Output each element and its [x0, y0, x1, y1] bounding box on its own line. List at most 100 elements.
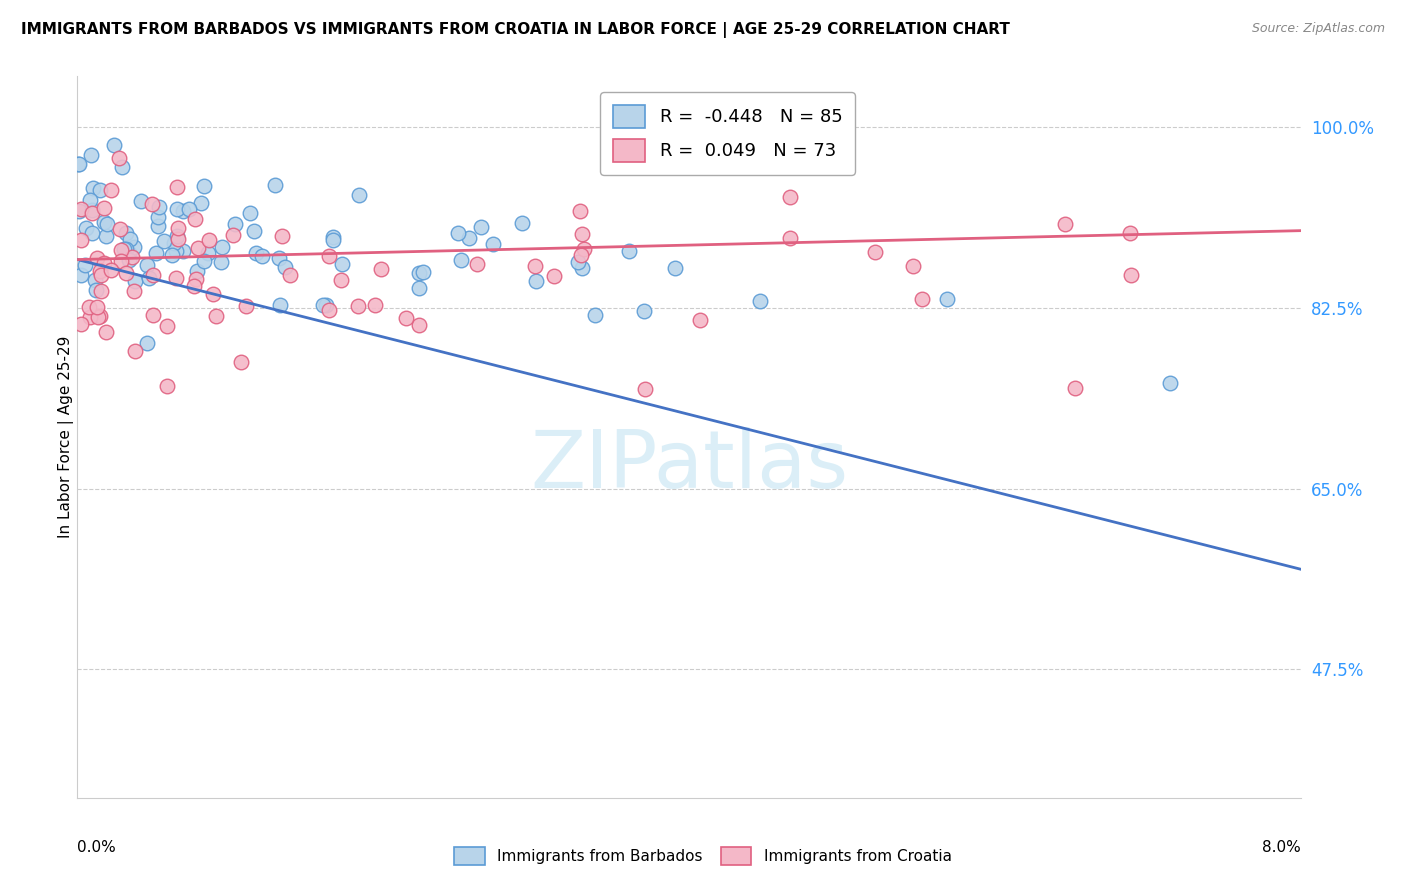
- Point: [96, 325, 118, 339]
- Point: [330, 257, 353, 271]
- Point: [408, 318, 430, 333]
- Point: [408, 281, 430, 295]
- Point: [165, 271, 187, 285]
- Point: [172, 203, 194, 218]
- Text: 0.0%: 0.0%: [77, 839, 117, 855]
- Point: [67, 203, 90, 218]
- Point: [779, 189, 801, 203]
- Point: [83, 273, 105, 287]
- Point: [124, 240, 146, 254]
- Point: [112, 243, 135, 257]
- Point: [75, 221, 97, 235]
- Point: [569, 204, 592, 219]
- Point: [163, 235, 186, 250]
- Point: [89, 182, 111, 196]
- Point: [318, 249, 340, 263]
- Point: [779, 230, 801, 244]
- Point: [633, 304, 655, 318]
- Point: [689, 312, 711, 326]
- Point: [274, 260, 297, 274]
- Point: [96, 217, 118, 231]
- Point: [447, 226, 470, 240]
- Point: [120, 232, 142, 246]
- Point: [166, 232, 188, 246]
- Point: [749, 293, 772, 308]
- Point: [465, 257, 488, 271]
- Point: [322, 230, 344, 244]
- Point: [347, 188, 370, 202]
- Point: [114, 242, 136, 256]
- Point: [315, 298, 337, 312]
- Point: [110, 254, 132, 268]
- Point: [142, 308, 165, 322]
- Point: [1054, 217, 1077, 231]
- Point: [1159, 376, 1181, 390]
- Text: 8.0%: 8.0%: [1261, 839, 1301, 855]
- Point: [135, 258, 157, 272]
- Point: [457, 231, 479, 245]
- Point: [190, 195, 212, 210]
- Point: [79, 194, 101, 208]
- Point: [1121, 268, 1143, 282]
- Point: [148, 210, 170, 224]
- Point: [93, 215, 115, 229]
- Point: [93, 201, 115, 215]
- Point: [142, 268, 165, 282]
- Point: [347, 299, 370, 313]
- Point: [370, 261, 392, 276]
- Point: [910, 292, 932, 306]
- Point: [145, 245, 167, 260]
- Point: [211, 240, 233, 254]
- Point: [364, 298, 387, 312]
- Point: [269, 298, 291, 312]
- Point: [252, 249, 274, 263]
- Point: [86, 251, 108, 265]
- Legend: R =  -0.448   N = 85, R =  0.049   N = 73: R = -0.448 N = 85, R = 0.049 N = 73: [600, 92, 855, 175]
- Point: [70, 268, 93, 283]
- Point: [100, 183, 122, 197]
- Point: [278, 268, 301, 283]
- Point: [183, 212, 205, 227]
- Point: [183, 279, 205, 293]
- Point: [110, 243, 132, 257]
- Point: [222, 228, 245, 243]
- Point: [138, 270, 160, 285]
- Point: [82, 202, 104, 217]
- Point: [470, 219, 492, 234]
- Point: [201, 286, 224, 301]
- Point: [80, 148, 103, 162]
- Point: [634, 382, 657, 396]
- Point: [523, 259, 546, 273]
- Point: [408, 266, 430, 280]
- Point: [271, 229, 294, 244]
- Point: [664, 260, 686, 275]
- Point: [115, 267, 138, 281]
- Point: [118, 246, 141, 260]
- Point: [84, 283, 107, 297]
- Point: [66, 157, 89, 171]
- Point: [412, 265, 434, 279]
- Point: [122, 284, 145, 298]
- Text: IMMIGRANTS FROM BARBADOS VS IMMIGRANTS FROM CROATIA IN LABOR FORCE | AGE 25-29 C: IMMIGRANTS FROM BARBADOS VS IMMIGRANTS F…: [21, 22, 1010, 38]
- Point: [79, 310, 101, 325]
- Point: [510, 216, 533, 230]
- Point: [80, 227, 103, 241]
- Point: [82, 180, 104, 194]
- Point: [160, 248, 183, 262]
- Point: [583, 309, 606, 323]
- Point: [96, 228, 118, 243]
- Point: [187, 242, 209, 256]
- Point: [135, 336, 157, 351]
- Point: [90, 268, 112, 282]
- Point: [69, 317, 91, 331]
- Point: [395, 311, 418, 326]
- Point: [67, 157, 90, 171]
- Point: [543, 268, 565, 283]
- Text: Source: ZipAtlas.com: Source: ZipAtlas.com: [1251, 22, 1385, 36]
- Point: [311, 298, 333, 312]
- Point: [571, 227, 593, 241]
- Text: ZIPatlas: ZIPatlas: [530, 427, 848, 505]
- Point: [935, 292, 957, 306]
- Point: [1118, 226, 1140, 240]
- Point: [148, 219, 170, 233]
